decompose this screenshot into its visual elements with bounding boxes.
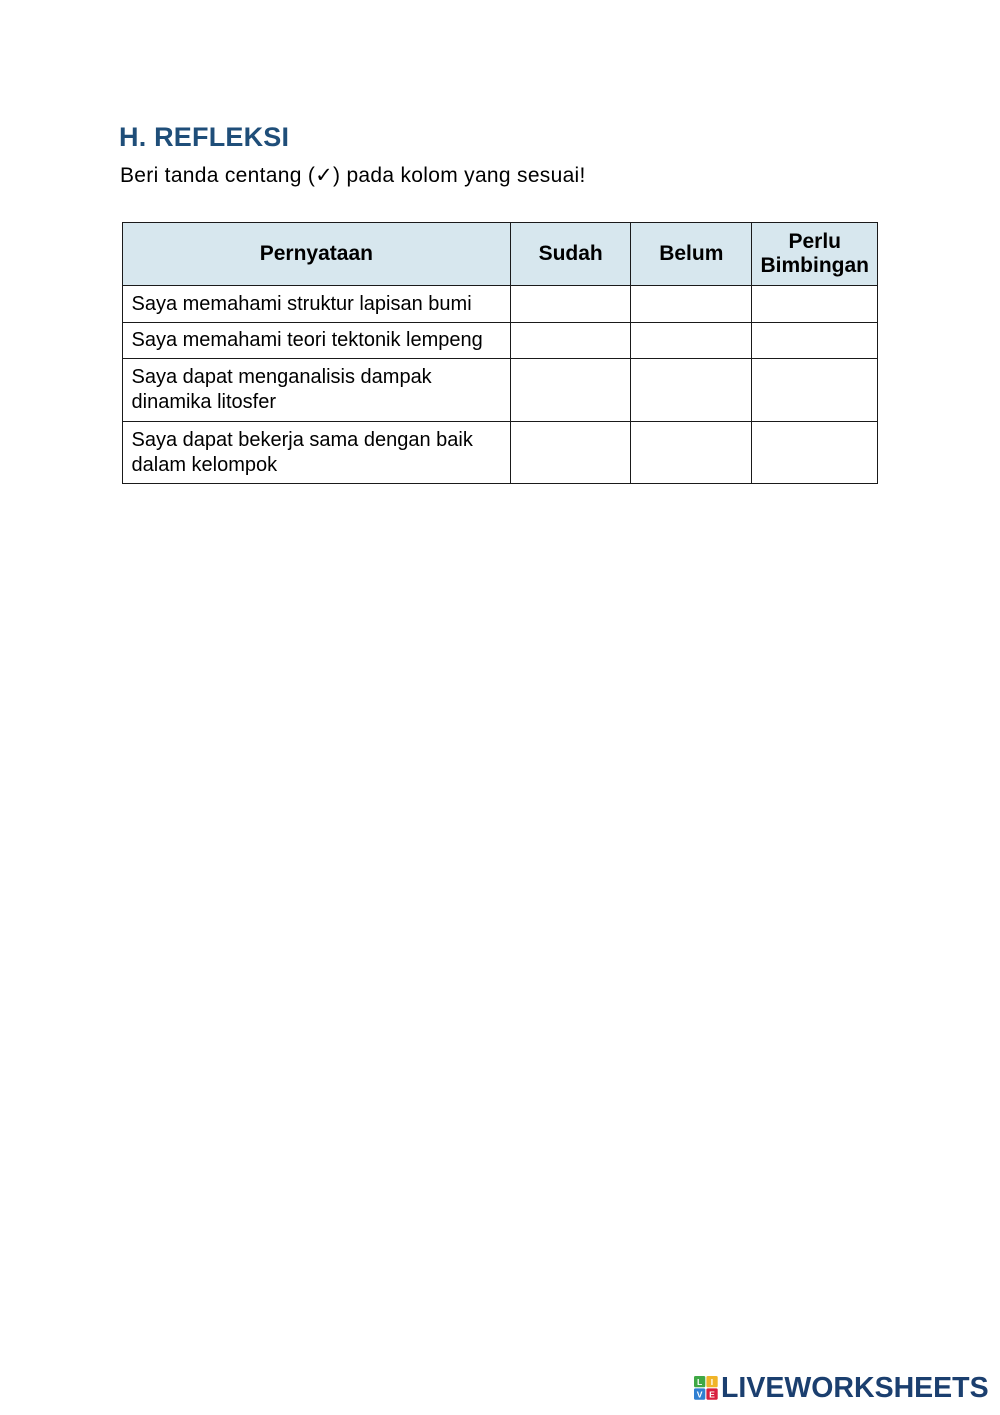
svg-text:E: E bbox=[709, 1390, 715, 1400]
svg-text:V: V bbox=[697, 1390, 703, 1400]
svg-text:I: I bbox=[711, 1377, 713, 1387]
svg-text:L: L bbox=[697, 1377, 702, 1387]
